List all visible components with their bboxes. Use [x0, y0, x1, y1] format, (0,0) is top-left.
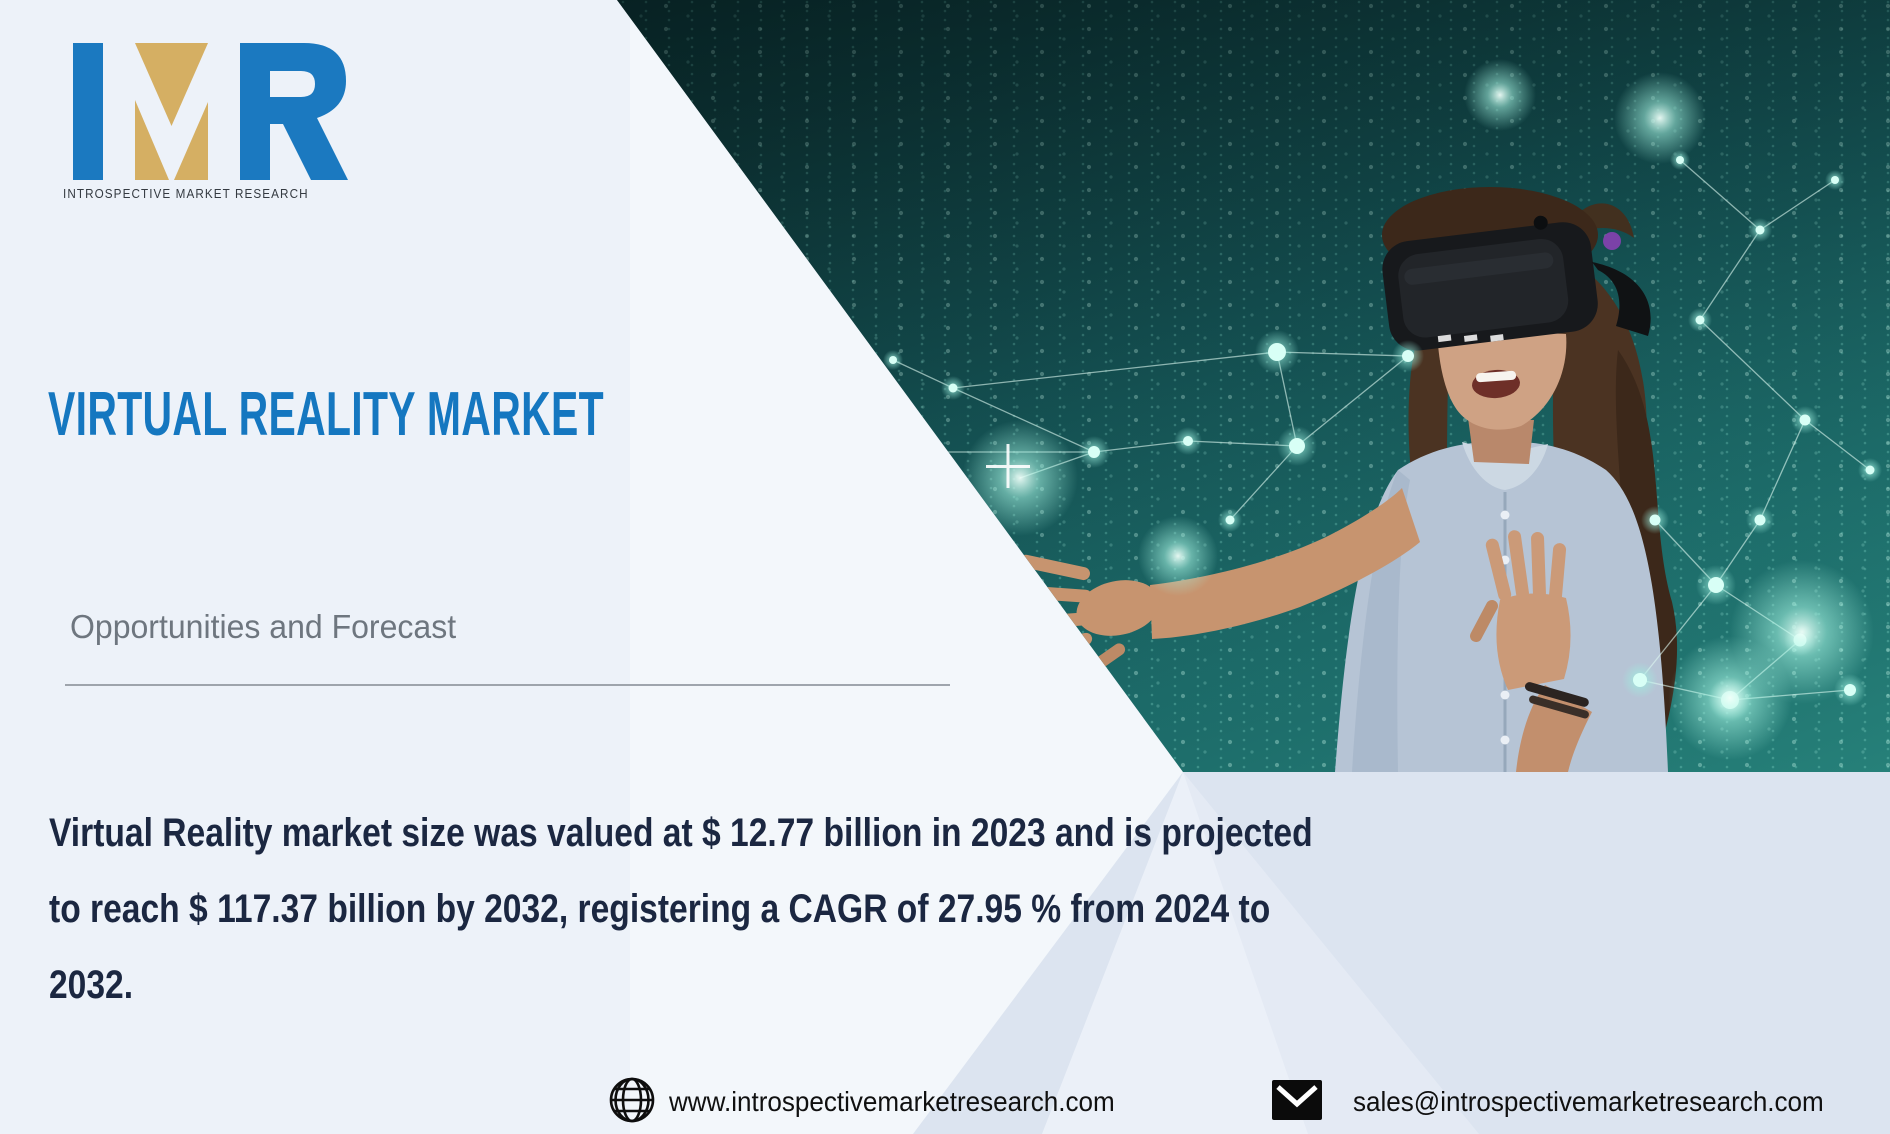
sparkle	[986, 444, 1030, 488]
email-link[interactable]: sales@introspectivemarketresearch.com	[1353, 1086, 1824, 1117]
imr-monogram	[73, 43, 348, 180]
divider-line	[65, 684, 950, 686]
summary-line: Virtual Reality market size was valued a…	[49, 811, 1313, 855]
logo-tagline: INTROSPECTIVE MARKET RESEARCH	[63, 186, 309, 201]
watermark-triangle-inner	[1042, 772, 1308, 1134]
globe-icon	[609, 1077, 655, 1123]
summary-line: 2032.	[49, 963, 134, 1007]
hair-tie	[1603, 232, 1621, 250]
website-link[interactable]: www.introspectivemarketresearch.com	[669, 1086, 1115, 1117]
envelope-icon	[1272, 1080, 1322, 1120]
market-summary: Virtual Reality market size was valued a…	[49, 795, 1477, 1023]
summary-line: to reach $ 117.37 billion by 2032, regis…	[49, 887, 1271, 931]
page-title: VIRTUAL REALITY MARKET	[48, 380, 604, 449]
imr-logo	[73, 43, 348, 180]
vr-headset	[1382, 215, 1598, 351]
page-subtitle: Opportunities and Forecast	[70, 608, 457, 645]
